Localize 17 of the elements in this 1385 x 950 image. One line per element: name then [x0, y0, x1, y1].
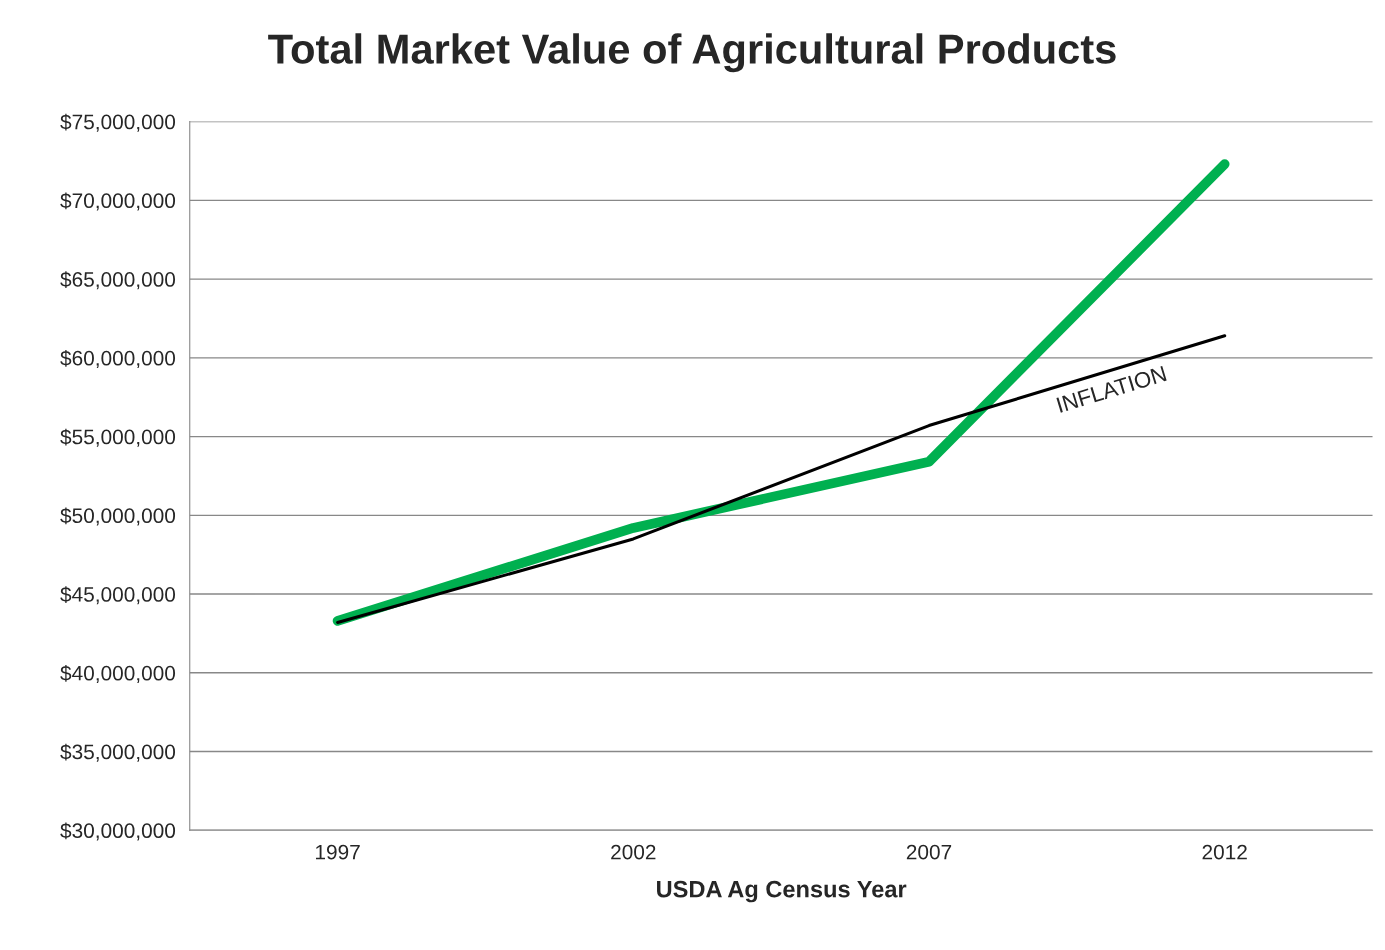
line-series — [336, 334, 1227, 624]
y-tick-label: $55,000,000 — [60, 428, 176, 447]
y-tick-label: $75,000,000 — [60, 113, 176, 132]
y-tick-label: $40,000,000 — [60, 664, 176, 684]
y-tick-label: $70,000,000 — [60, 192, 176, 211]
y-tick-label: $30,000,000 — [60, 822, 176, 841]
y-tick-label: $65,000,000 — [60, 271, 176, 290]
x-tick-label: 2012 — [1202, 844, 1247, 860]
x-tick-label: 2007 — [906, 844, 952, 860]
y-tick-label: $60,000,000 — [60, 349, 176, 369]
x-axis-title: USDA Ag Census Year — [657, 880, 907, 903]
y-tick-label: $50,000,000 — [60, 507, 176, 526]
x-tick-label: 1997 — [316, 844, 360, 860]
y-tick-label: $35,000,000 — [60, 743, 176, 762]
chart-title: Total Market Value of Agricultural Products — [268, 33, 1116, 73]
y-tick-label: $45,000,000 — [60, 586, 176, 605]
x-tick-label: 2002 — [611, 844, 656, 860]
